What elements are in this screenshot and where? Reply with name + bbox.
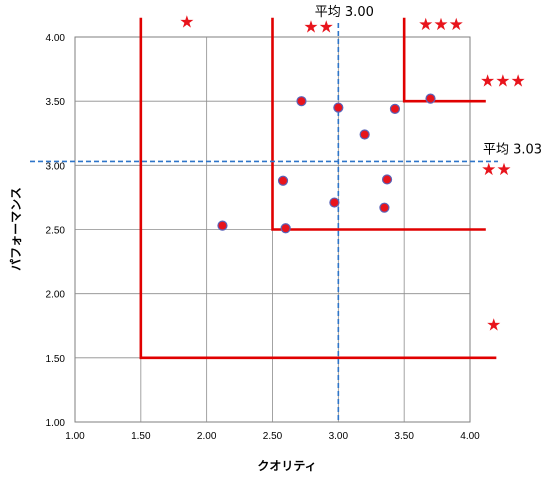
- y-tick-label: 2.50: [46, 226, 66, 237]
- x-tick-label: 2.00: [197, 431, 217, 442]
- threshold-line-2: [271, 17, 486, 231]
- data-point: [277, 175, 289, 186]
- y-tick-label: 4.00: [46, 33, 66, 44]
- rating-stars-6: ★: [486, 315, 501, 335]
- y-axis-title: パフォーマンス: [9, 187, 23, 271]
- data-point: [296, 96, 307, 107]
- y-tick-label: 3.00: [46, 161, 66, 172]
- mean-label-x: 平均 3.00: [315, 5, 374, 20]
- data-point: [389, 103, 401, 114]
- y-tick-label: 1.00: [46, 418, 66, 429]
- threshold-line-3: [402, 17, 486, 103]
- mean-label-y: 平均 3.03: [483, 142, 542, 157]
- x-tick-label: 1.00: [65, 431, 85, 442]
- x-tick-label: 2.50: [263, 431, 283, 442]
- x-tick-label: 3.00: [329, 431, 349, 442]
- rating-stars-1: ★: [179, 13, 194, 33]
- data-point: [379, 202, 390, 213]
- x-tick-label: 4.00: [460, 431, 480, 442]
- x-tick-label: 1.50: [131, 431, 151, 442]
- data-point: [217, 220, 228, 231]
- data-point: [359, 129, 370, 140]
- rating-stars-4: ★★★: [480, 72, 526, 92]
- data-point: [280, 223, 291, 234]
- y-tick-label: 3.50: [46, 97, 66, 108]
- rating-stars-3: ★★★: [418, 15, 464, 35]
- rating-stars-2: ★★: [303, 18, 333, 38]
- x-axis-title: クオリティ: [257, 459, 316, 473]
- threshold-line-1: [139, 17, 497, 360]
- data-point: [329, 197, 340, 208]
- data-point: [333, 102, 344, 113]
- x-tick-label: 3.50: [394, 431, 414, 442]
- data-point: [381, 174, 393, 185]
- data-point: [425, 93, 436, 104]
- y-tick-label: 2.00: [46, 290, 66, 301]
- y-tick-label: 1.50: [46, 354, 66, 365]
- rating-stars-5: ★★: [481, 160, 511, 180]
